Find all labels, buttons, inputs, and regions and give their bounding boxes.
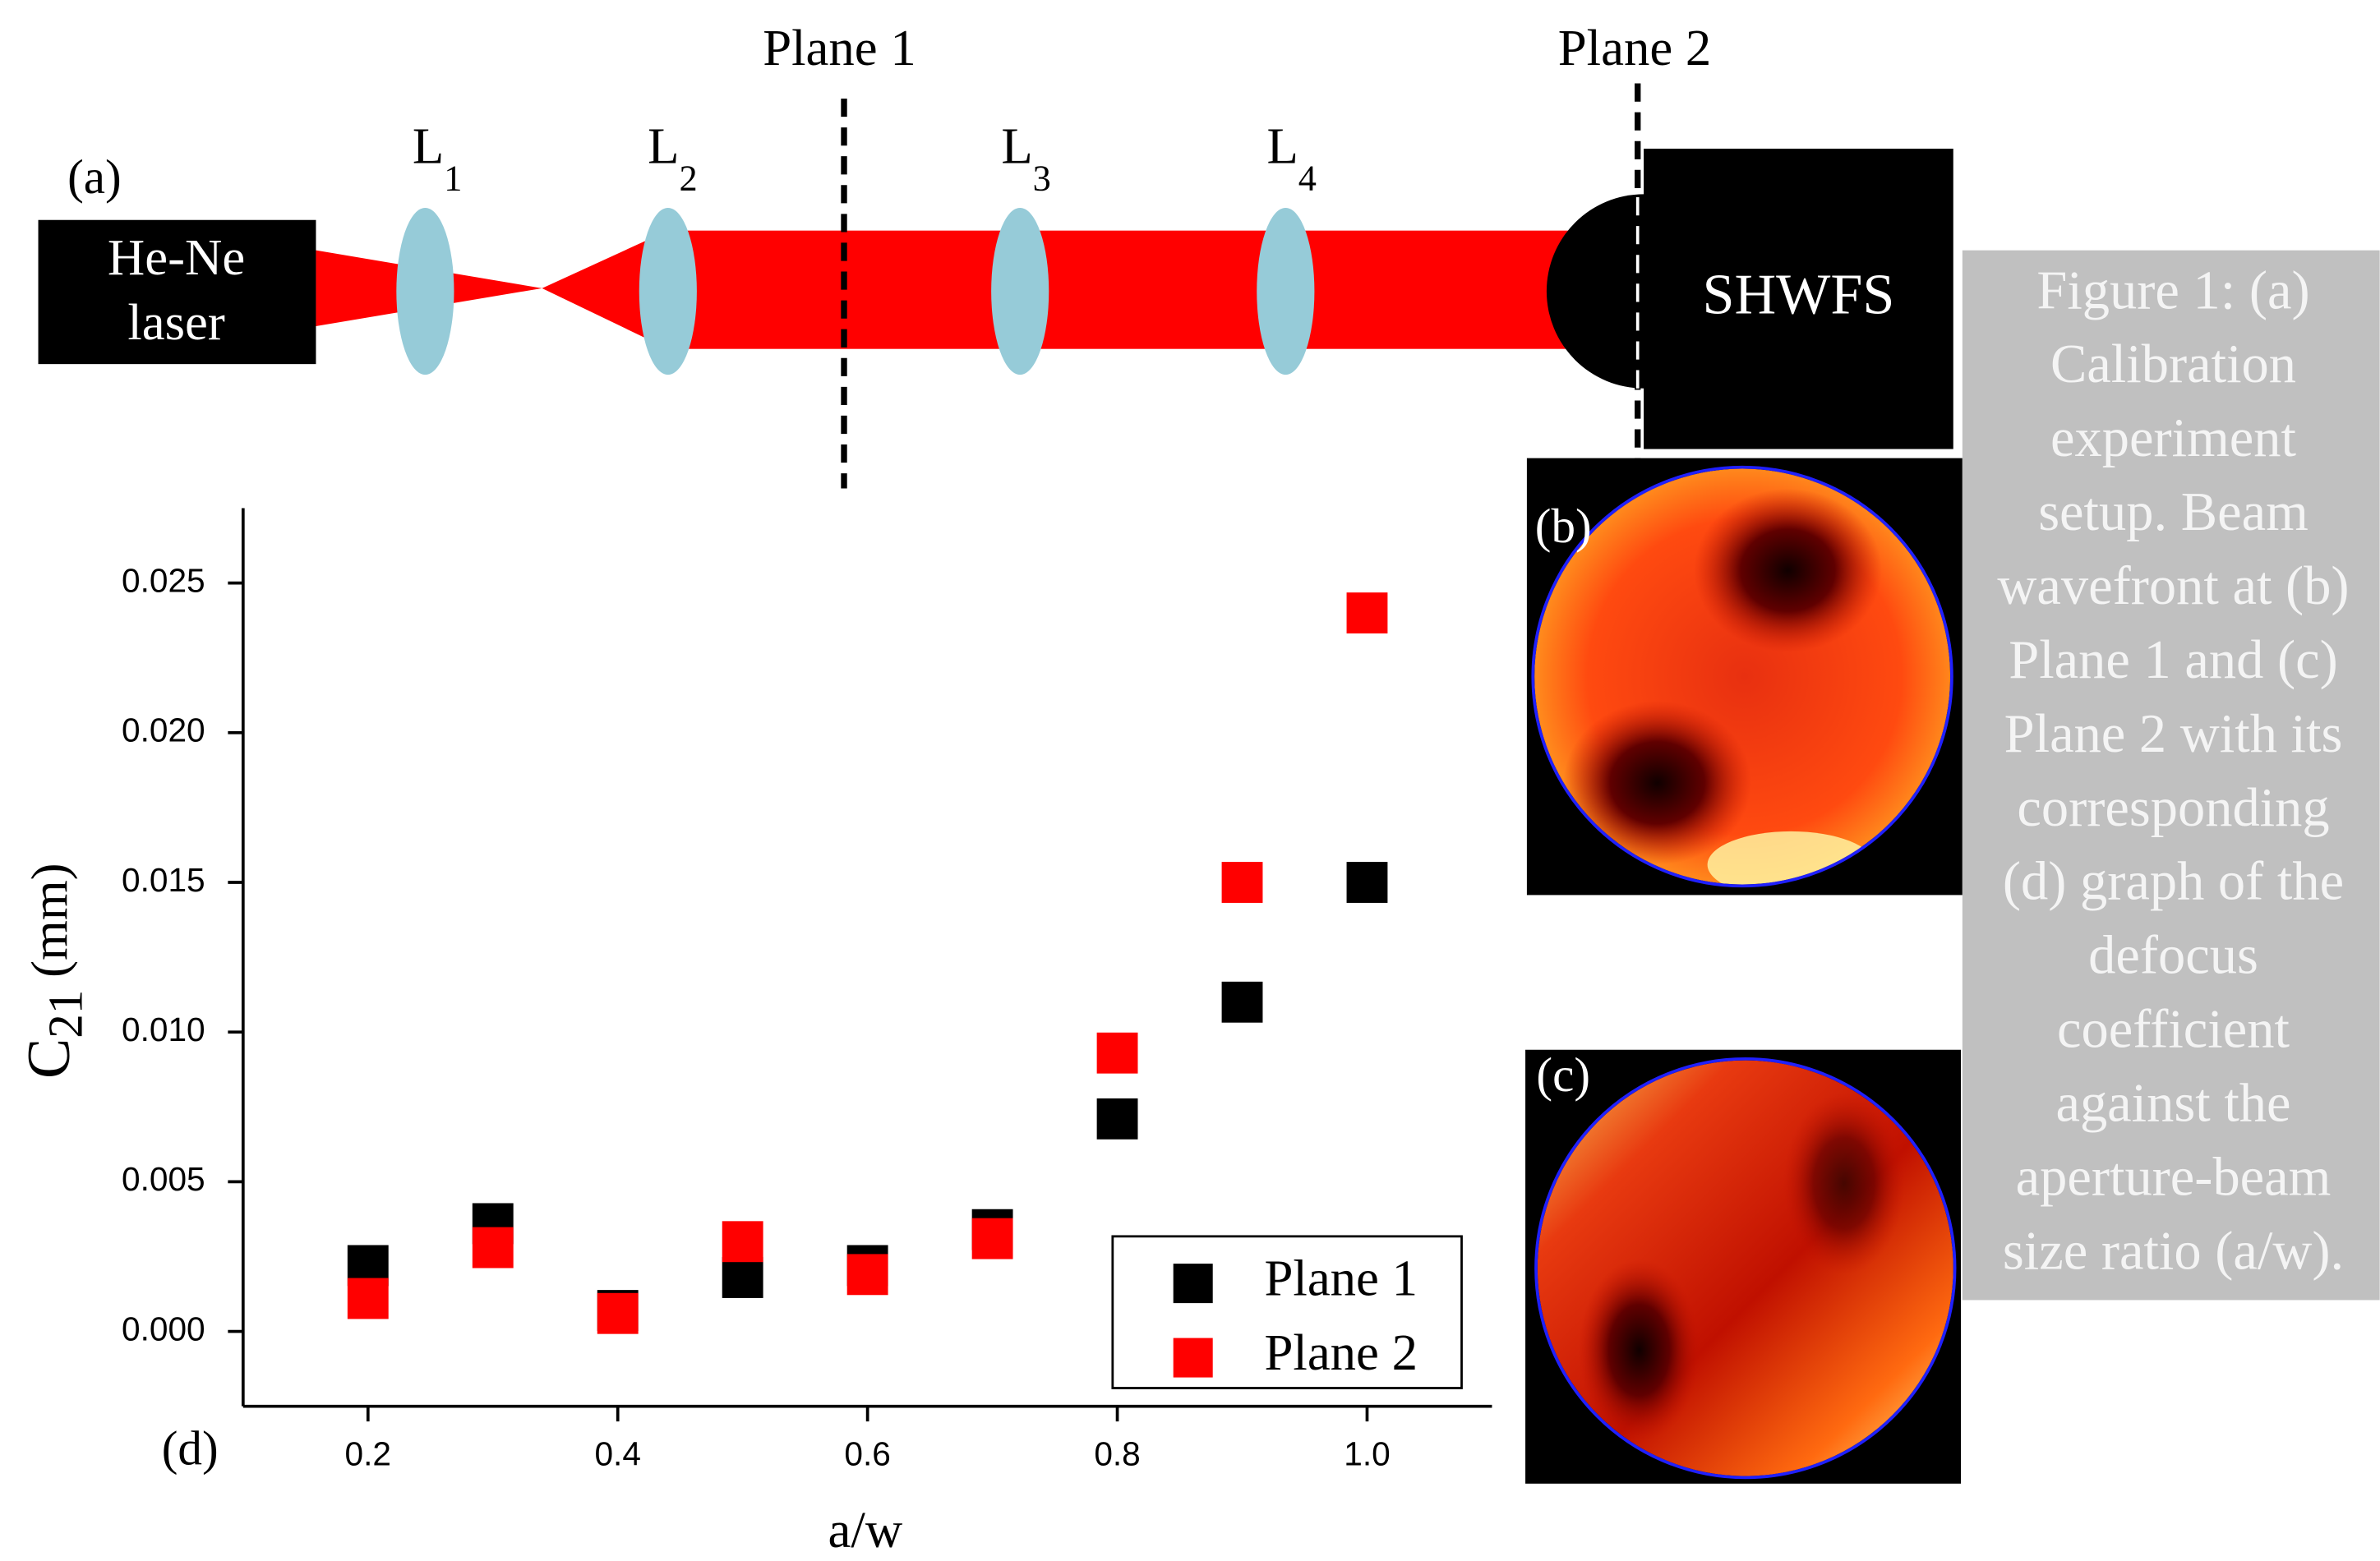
y-label-sub: 21 (38, 990, 92, 1038)
caption-box (1962, 250, 2380, 1301)
caption-line: (d) graph of the (2003, 852, 2344, 912)
y-tick-label: 0.000 (122, 1310, 205, 1347)
lens (396, 207, 454, 375)
wavefront-c: (c) (1525, 1048, 1961, 1484)
lens-letter: L (1266, 117, 1298, 175)
lens-label: L4 (1266, 117, 1316, 199)
caption-line: Plane 1 and (c) (2009, 630, 2338, 690)
lens-letter: L (1001, 117, 1032, 175)
lens-letter: L (413, 117, 444, 175)
y-tick-label: 0.015 (122, 861, 205, 899)
lens-label: L2 (648, 117, 698, 199)
legend-swatch (1173, 1264, 1213, 1304)
caption-line: defocus (2088, 926, 2258, 986)
y-label-unit: (mm) (21, 863, 78, 977)
legend-label: Plane 2 (1264, 1324, 1418, 1381)
lens (1257, 207, 1315, 375)
lens-label: L1 (413, 117, 463, 199)
lens-sub: 4 (1298, 159, 1317, 199)
panel-label: (c) (1536, 1048, 1590, 1102)
wavefront-map (1534, 468, 1951, 885)
y-tick-label: 0.010 (122, 1011, 205, 1048)
data-point (1346, 592, 1388, 634)
beam (667, 230, 1579, 349)
panel-label: (b) (1535, 499, 1592, 553)
laser-box (38, 219, 316, 365)
detector-box (1644, 148, 1953, 449)
y-tick-label: 0.005 (122, 1160, 205, 1198)
heat-low (1694, 488, 1882, 652)
lens-label: L3 (1001, 117, 1050, 199)
data-point (722, 1257, 763, 1298)
caption-line: Plane 2 with its (2004, 704, 2343, 764)
data-point (1346, 862, 1388, 903)
data-point (846, 1254, 888, 1296)
lens-sub: 2 (679, 159, 697, 199)
x-tick-label: 0.8 (1094, 1434, 1140, 1472)
data-point (971, 1218, 1013, 1259)
x-axis-label: a/w (828, 1501, 903, 1559)
heat-low (1783, 1092, 1905, 1275)
heat-low (1563, 701, 1752, 865)
lens (639, 207, 697, 375)
data-point (1096, 1098, 1138, 1140)
caption: Figure 1: (a) Calibration experiment setup.… (1997, 260, 2349, 1281)
caption-line: size ratio (a/w). (2003, 1221, 2344, 1281)
data-point (347, 1278, 389, 1319)
x-tick-label: 1.0 (1344, 1434, 1390, 1472)
lens-letter: L (648, 117, 679, 175)
legend-box (1111, 1235, 1463, 1389)
caption-line: experiment (2050, 408, 2297, 468)
y-label-main: C (15, 1038, 82, 1079)
y-tick-label: 0.020 (122, 711, 205, 749)
laser-label: He-Ne (108, 228, 245, 286)
panel-label: (a) (67, 150, 122, 204)
x-tick-label: 0.2 (345, 1434, 391, 1472)
data-point (472, 1227, 514, 1269)
y-axis-label: C21 (mm) (15, 863, 92, 1079)
caption-line: Figure 1: (a) (2036, 260, 2309, 320)
caption-line: aperture-beam (2016, 1147, 2332, 1207)
y-tick-label: 0.025 (122, 561, 205, 599)
laser-label: laser (127, 293, 225, 351)
legend-swatch (1173, 1338, 1213, 1378)
lens-sub: 1 (444, 159, 462, 199)
data-point (1221, 862, 1263, 903)
wavefront-b: (b) (1526, 458, 1963, 896)
wavefront-map (1537, 1060, 1953, 1476)
caption-line: against the (2055, 1073, 2290, 1133)
beam (542, 230, 668, 349)
heat-low (1578, 1259, 1700, 1442)
data-point (722, 1221, 763, 1263)
data-point (597, 1292, 639, 1334)
lens-sub: 3 (1033, 159, 1051, 199)
caption-line: setup. Beam (2038, 482, 2309, 542)
caption-line: coefficient (2057, 1000, 2290, 1060)
data-point (1096, 1032, 1138, 1074)
x-tick-label: 0.4 (594, 1434, 640, 1472)
caption-line: Calibration (2050, 334, 2296, 394)
panel-label: (d) (162, 1421, 219, 1475)
chart: (d) a/w C21 (mm) 0.000 0.005 0.010 0.015 0.02… (15, 508, 1492, 1559)
plane-label: Plane 1 (763, 19, 916, 76)
detector-label: SHWFS (1702, 263, 1894, 327)
caption-line: corresponding (2017, 778, 2329, 838)
caption-line: wavefront at (b) (1997, 556, 2349, 616)
data-point (1221, 981, 1263, 1023)
pupil (1534, 1057, 1957, 1480)
legend-label: Plane 1 (1264, 1250, 1418, 1307)
lens (991, 207, 1049, 375)
x-tick-label: 0.6 (844, 1434, 890, 1472)
pupil (1531, 465, 1953, 888)
setup-diagram: (a) He-Ne laser L1 L2 L3 L4 Plane 1 Plan… (38, 19, 1953, 489)
plane-label: Plane 2 (1558, 19, 1712, 76)
